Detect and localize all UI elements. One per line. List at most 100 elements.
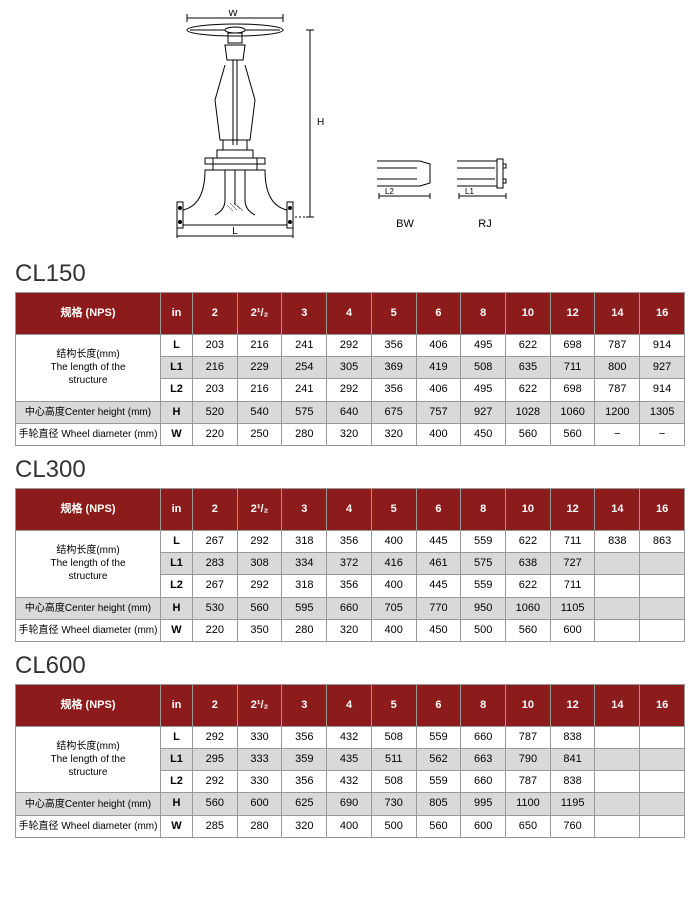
value-cell: 1060 (506, 597, 551, 619)
value-cell: 1028 (506, 401, 551, 423)
value-cell: 500 (461, 619, 506, 641)
row-code: L (161, 530, 193, 552)
table-row: 手轮直径 Wheel diameter (mm)W220350280320400… (16, 619, 685, 641)
svg-text:L2: L2 (385, 187, 394, 196)
value-cell: 575 (282, 401, 327, 423)
value-cell (595, 619, 640, 641)
value-cell: 350 (237, 619, 282, 641)
value-cell: 914 (640, 335, 685, 357)
value-cell: 495 (461, 335, 506, 357)
value-cell: 790 (506, 749, 551, 771)
value-cell: 635 (506, 357, 551, 379)
value-cell: 927 (461, 401, 506, 423)
row-label-center: 中心高度Center height (mm) (16, 597, 161, 619)
value-cell: 675 (371, 401, 416, 423)
header-size: 2 (193, 684, 238, 726)
value-cell: 559 (416, 771, 461, 793)
header-size: 6 (416, 293, 461, 335)
bw-label: BW (375, 218, 435, 230)
value-cell: 400 (371, 575, 416, 597)
spec-table: 规格 (NPS)in22¹/₂3456810121416结构长度(mm)The … (15, 488, 685, 642)
header-size: 5 (371, 293, 416, 335)
value-cell: 660 (461, 771, 506, 793)
value-cell: 698 (550, 335, 595, 357)
value-cell: 229 (237, 357, 282, 379)
value-cell: 500 (371, 815, 416, 837)
row-code: L (161, 335, 193, 357)
value-cell: 600 (461, 815, 506, 837)
value-cell (640, 597, 685, 619)
value-cell: 995 (461, 793, 506, 815)
row-code: L1 (161, 357, 193, 379)
value-cell: 320 (371, 423, 416, 445)
value-cell: 520 (193, 401, 238, 423)
value-cell: 841 (550, 749, 595, 771)
value-cell: 356 (371, 335, 416, 357)
value-cell: 560 (550, 423, 595, 445)
value-cell: 203 (193, 335, 238, 357)
value-cell: 800 (595, 357, 640, 379)
value-cell: 285 (193, 815, 238, 837)
row-code: L (161, 726, 193, 748)
value-cell: 220 (193, 619, 238, 641)
value-cell: 406 (416, 335, 461, 357)
header-size: 3 (282, 488, 327, 530)
value-cell: 295 (193, 749, 238, 771)
value-cell: 638 (506, 553, 551, 575)
value-cell (595, 793, 640, 815)
row-code: H (161, 401, 193, 423)
value-cell: 445 (416, 530, 461, 552)
value-cell: 560 (237, 597, 282, 619)
header-size: 2¹/₂ (237, 684, 282, 726)
value-cell: 241 (282, 335, 327, 357)
rj-end: L1 RJ (455, 156, 515, 230)
row-code: W (161, 423, 193, 445)
value-cell: 1060 (550, 401, 595, 423)
row-code: L1 (161, 749, 193, 771)
value-cell: 559 (416, 726, 461, 748)
value-cell: 950 (461, 597, 506, 619)
value-cell: 838 (550, 726, 595, 748)
w-label: W (228, 10, 238, 19)
value-cell: 600 (550, 619, 595, 641)
header-size: 5 (371, 684, 416, 726)
value-cell: 267 (193, 530, 238, 552)
value-cell: 320 (327, 423, 372, 445)
row-label-wheel: 手轮直径 Wheel diameter (mm) (16, 423, 161, 445)
value-cell: 560 (506, 619, 551, 641)
value-cell: 283 (193, 553, 238, 575)
value-cell: 356 (327, 575, 372, 597)
table-row: 结构长度(mm)The length of thestructureL26729… (16, 530, 685, 552)
h-label: H (317, 117, 324, 128)
header-size: 12 (550, 684, 595, 726)
value-cell (595, 771, 640, 793)
value-cell: 1200 (595, 401, 640, 423)
value-cell: 660 (461, 726, 506, 748)
value-cell (640, 726, 685, 748)
value-cell: 372 (327, 553, 372, 575)
value-cell (595, 553, 640, 575)
value-cell: 770 (416, 597, 461, 619)
value-cell: 280 (282, 423, 327, 445)
value-cell: 216 (237, 335, 282, 357)
value-cell: 318 (282, 530, 327, 552)
value-cell: 595 (282, 597, 327, 619)
header-spec: 规格 (NPS) (16, 684, 161, 726)
value-cell: 400 (416, 423, 461, 445)
header-spec: 规格 (NPS) (16, 293, 161, 335)
value-cell: 308 (237, 553, 282, 575)
value-cell: 461 (416, 553, 461, 575)
value-cell: 711 (550, 575, 595, 597)
header-size: 3 (282, 684, 327, 726)
value-cell: 241 (282, 379, 327, 401)
header-spec: 规格 (NPS) (16, 488, 161, 530)
value-cell: 560 (506, 423, 551, 445)
value-cell: 559 (461, 575, 506, 597)
header-size: 8 (461, 488, 506, 530)
table-row: 中心高度Center height (mm)H52054057564067575… (16, 401, 685, 423)
row-label-center: 中心高度Center height (mm) (16, 793, 161, 815)
section-title: CL150 (15, 260, 685, 288)
section-title: CL600 (15, 652, 685, 680)
bw-end: L2 BW (375, 156, 435, 230)
header-size: 4 (327, 684, 372, 726)
